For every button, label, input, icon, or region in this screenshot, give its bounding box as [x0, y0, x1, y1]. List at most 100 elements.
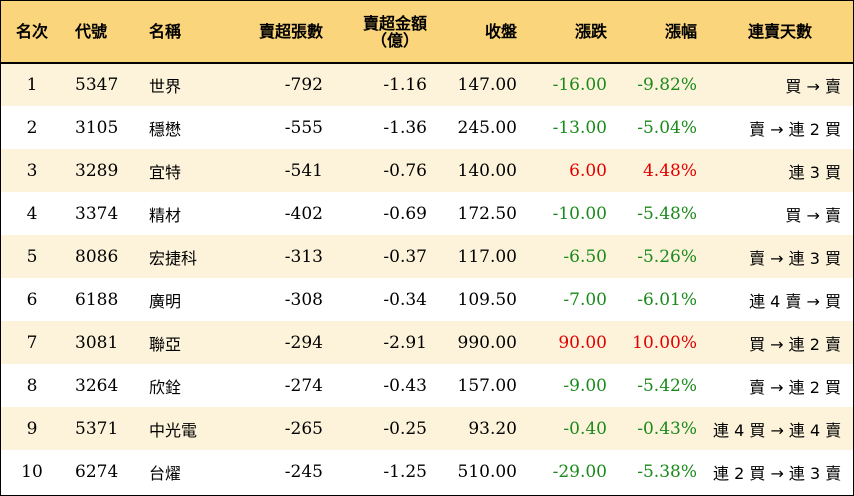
- cell-code: 3105: [75, 117, 119, 138]
- cell-net-lots: -792: [284, 75, 323, 95]
- cell-rank: 9: [26, 418, 38, 439]
- cell-change: -7.00: [563, 289, 607, 310]
- header-code: 代號: [63, 1, 135, 64]
- cell-net-lots: -308: [284, 289, 323, 310]
- header-change-pct: 漲幅: [617, 1, 707, 64]
- cell-change: -9.00: [563, 375, 607, 396]
- table-row[interactable]: 7 3081 聯亞 -294 -2.91 990.00 90.00 10.00% 買 → 連 2…: [1, 321, 853, 364]
- header-close: 收盤: [437, 1, 527, 64]
- cell-streak: 連 2 買 → 連 3 賣: [713, 463, 842, 483]
- cell-net-amount: -0.69: [383, 203, 427, 224]
- cell-name: 中光電: [149, 420, 198, 440]
- cell-code: 3289: [75, 160, 119, 181]
- cell-code: 3374: [75, 203, 119, 224]
- table-header: 名次 代號 名稱 賣超張數 賣超金額 （億） 收盤 漲跌 漲幅 連賣天數: [1, 1, 853, 64]
- cell-close: 157.00: [457, 375, 517, 396]
- cell-code: 3081: [75, 332, 119, 353]
- cell-name: 台燿: [149, 463, 182, 483]
- cell-change: -6.50: [563, 246, 607, 267]
- cell-streak: 買 → 賣: [785, 77, 841, 96]
- cell-code: 5371: [75, 418, 119, 439]
- cell-streak: 連 4 賣 → 買: [749, 291, 841, 311]
- cell-rank: 3: [26, 160, 38, 181]
- cell-change: -13.00: [552, 117, 607, 138]
- table-row[interactable]: 1 5347 世界 -792 -1.16 147.00 -16.00 -9.82% 買 → 賣: [1, 63, 853, 106]
- cell-name: 聯亞: [149, 334, 182, 354]
- cell-rank: 7: [26, 332, 38, 353]
- header-net-amount-line2: （億）: [370, 30, 419, 50]
- header-row: 名次 代號 名稱 賣超張數 賣超金額 （億） 收盤 漲跌 漲幅 連賣天數: [1, 1, 853, 64]
- cell-code: 6188: [75, 289, 119, 310]
- cell-streak: 連 3 買: [788, 162, 841, 182]
- cell-change-pct: 4.48%: [642, 160, 697, 181]
- header-change: 漲跌: [527, 1, 617, 64]
- cell-change-pct: -5.42%: [637, 375, 697, 396]
- cell-net-lots: -265: [284, 418, 323, 439]
- cell-streak: 賣 → 連 2 買: [749, 119, 841, 139]
- cell-net-lots: -274: [284, 375, 323, 396]
- table-row[interactable]: 6 6188 廣明 -308 -0.34 109.50 -7.00 -6.01% 連 4 賣 →…: [1, 278, 853, 321]
- table-row[interactable]: 10 6274 台燿 -245 -1.25 510.00 -29.00 -5.38% 連 2 買…: [1, 450, 853, 493]
- cell-name: 宜特: [149, 162, 182, 182]
- cell-close: 93.20: [468, 418, 517, 439]
- cell-change: -29.00: [552, 461, 607, 482]
- cell-change: 6.00: [569, 160, 607, 181]
- cell-change-pct: -5.38%: [637, 461, 697, 482]
- cell-net-lots: -313: [284, 246, 323, 267]
- cell-net-amount: -1.36: [383, 117, 427, 138]
- cell-net-amount: -0.34: [383, 289, 427, 310]
- cell-change: 90.00: [558, 332, 607, 353]
- cell-net-lots: -245: [284, 461, 323, 482]
- table-row[interactable]: 9 5371 中光電 -265 -0.25 93.20 -0.40 -0.43% 連 4 買 →…: [1, 407, 853, 450]
- cell-close: 510.00: [457, 461, 517, 482]
- cell-close: 990.00: [457, 332, 517, 353]
- cell-rank: 5: [26, 246, 38, 267]
- header-net-amount: 賣超金額 （億）: [333, 1, 437, 64]
- cell-net-amount: -1.16: [383, 75, 427, 95]
- cell-change-pct: -5.04%: [637, 117, 697, 138]
- cell-net-amount: -0.43: [383, 375, 427, 396]
- cell-code: 8086: [75, 246, 119, 267]
- cell-change: -0.40: [563, 418, 607, 439]
- cell-streak: 賣 → 連 3 買: [749, 248, 841, 268]
- cell-change: -10.00: [552, 203, 607, 224]
- cell-rank: 1: [26, 75, 38, 95]
- cell-net-lots: -555: [284, 117, 323, 138]
- cell-close: 140.00: [457, 160, 517, 181]
- cell-code: 5347: [75, 75, 119, 95]
- cell-close: 172.50: [457, 203, 517, 224]
- cell-change-pct: -0.43%: [637, 418, 697, 439]
- cell-streak: 買 → 連 2 賣: [749, 334, 841, 354]
- table-row[interactable]: 3 3289 宜特 -541 -0.76 140.00 6.00 4.48% 連 3 買: [1, 149, 853, 192]
- cell-rank: 4: [26, 203, 38, 224]
- cell-name: 世界: [149, 77, 182, 96]
- header-streak: 連賣天數: [707, 1, 853, 64]
- cell-name: 欣銓: [149, 377, 182, 397]
- cell-name: 精材: [149, 205, 182, 225]
- cell-change-pct: -5.26%: [637, 246, 697, 267]
- cell-rank: 6: [26, 289, 38, 310]
- table-row[interactable]: 8 3264 欣銓 -274 -0.43 157.00 -9.00 -5.42% 賣 → 連 2…: [1, 364, 853, 407]
- table-row[interactable]: 5 8086 宏捷科 -313 -0.37 117.00 -6.50 -5.26% 賣 → 連 …: [1, 235, 853, 278]
- cell-name: 廣明: [149, 291, 182, 311]
- cell-close: 245.00: [457, 117, 517, 138]
- cell-streak: 買 → 賣: [785, 205, 841, 225]
- cell-change-pct: -9.82%: [637, 75, 697, 95]
- cell-rank: 10: [21, 461, 43, 482]
- cell-rank: 8: [26, 375, 38, 396]
- cell-change-pct: 10.00%: [632, 332, 697, 353]
- cell-net-amount: -0.37: [383, 246, 427, 267]
- cell-streak: 賣 → 連 2 買: [749, 377, 841, 397]
- cell-net-lots: -541: [284, 160, 323, 181]
- cell-code: 3264: [75, 375, 119, 396]
- cell-change: -16.00: [552, 75, 607, 95]
- cell-net-amount: -0.25: [383, 418, 427, 439]
- cell-close: 147.00: [457, 75, 517, 95]
- cell-close: 117.00: [457, 246, 517, 267]
- table-row[interactable]: 2 3105 穩懋 -555 -1.36 245.00 -13.00 -5.04% 賣 → 連 …: [1, 106, 853, 149]
- cell-name: 穩懋: [149, 119, 182, 139]
- header-net-amount-line1: 賣超金額: [362, 13, 427, 33]
- table-row[interactable]: 4 3374 精材 -402 -0.69 172.50 -10.00 -5.48% 買 → 賣: [1, 192, 853, 235]
